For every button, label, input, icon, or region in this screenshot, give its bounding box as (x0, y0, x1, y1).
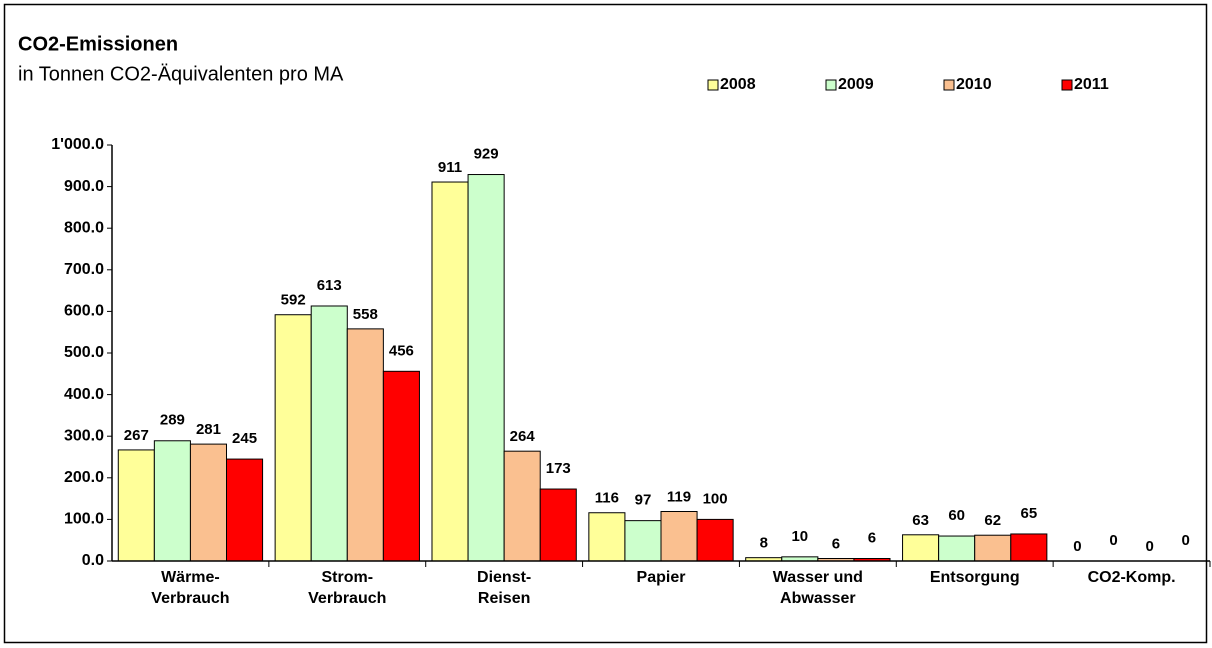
y-tick-label: 300.0 (64, 427, 104, 444)
value-label: 62 (984, 512, 1001, 529)
value-label: 10 (791, 528, 808, 545)
value-label: 264 (510, 428, 536, 445)
bar (1010, 533, 1048, 562)
x-tick-label: Entsorgung (930, 569, 1020, 586)
bar (974, 534, 1012, 562)
x-tick-label: CO2-Komp. (1088, 569, 1176, 586)
value-label: 613 (317, 277, 342, 294)
y-tick-label: 0.0 (82, 552, 104, 569)
legend-swatch (825, 79, 837, 91)
bar (660, 510, 698, 562)
x-tick-label: Abwasser (780, 590, 856, 607)
value-label: 0 (1109, 532, 1117, 549)
y-tick-label: 900.0 (64, 178, 104, 195)
bar (902, 534, 940, 562)
value-label: 289 (160, 412, 185, 429)
value-label: 456 (389, 342, 414, 359)
bar (117, 449, 155, 562)
bar (274, 314, 312, 562)
bar (310, 305, 348, 562)
x-tick-label: Verbrauch (308, 590, 386, 607)
value-label: 558 (353, 306, 378, 323)
value-label: 100 (703, 490, 728, 507)
x-tick-label: Dienst- (477, 569, 531, 586)
x-tick-label: Wärme- (161, 569, 220, 586)
value-label: 119 (667, 488, 691, 505)
bar (938, 535, 976, 562)
y-tick-label: 500.0 (64, 344, 104, 361)
value-label: 65 (1020, 505, 1037, 522)
bar (588, 512, 626, 562)
value-label: 911 (438, 159, 462, 176)
y-tick-label: 700.0 (64, 261, 104, 278)
value-label: 281 (196, 421, 221, 438)
y-tick-label: 200.0 (64, 469, 104, 486)
value-label: 929 (474, 146, 499, 163)
value-label: 8 (760, 535, 768, 552)
legend-label: 2011 (1074, 76, 1109, 93)
value-label: 60 (948, 507, 965, 524)
x-tick-label: Wasser und (773, 569, 863, 586)
y-tick-label: 800.0 (64, 219, 104, 236)
y-tick-label: 400.0 (64, 386, 104, 403)
value-label: 0 (1145, 538, 1153, 555)
bar (539, 488, 577, 562)
value-label: 6 (832, 535, 840, 552)
bar (624, 520, 662, 562)
x-tick-label: Reisen (478, 590, 530, 607)
x-tick-label: Verbrauch (151, 590, 229, 607)
value-label: 245 (232, 430, 257, 447)
bar (226, 458, 264, 562)
value-label: 0 (1182, 532, 1190, 549)
value-label: 63 (912, 512, 929, 529)
bar (153, 440, 191, 562)
value-label: 173 (546, 460, 571, 477)
bar (503, 450, 541, 562)
bar (696, 518, 734, 562)
y-tick-label: 600.0 (64, 303, 104, 320)
bar (189, 443, 228, 562)
y-tick-label: 100.0 (64, 511, 104, 528)
value-label: 116 (595, 490, 619, 507)
legend-label: 2010 (956, 76, 992, 93)
bar (346, 328, 384, 562)
bar (382, 370, 420, 562)
legend-swatch (1061, 79, 1073, 91)
bar (431, 181, 469, 562)
value-label: 592 (281, 292, 306, 309)
y-tick-label: 1'000.0 (51, 136, 104, 153)
value-label: 267 (124, 427, 149, 444)
legend-label: 2009 (838, 76, 874, 93)
chart-subtitle: in Tonnen CO2-Äquivalenten pro MA (18, 63, 344, 85)
x-tick-label: Strom- (322, 569, 374, 586)
legend-swatch (943, 79, 955, 91)
chart-title: CO2-Emissionen (18, 33, 178, 55)
legend-swatch (707, 79, 719, 91)
value-label: 0 (1073, 538, 1081, 555)
bar (467, 174, 505, 562)
value-label: 97 (635, 492, 652, 509)
value-label: 6 (868, 529, 876, 546)
legend-label: 2008 (720, 76, 756, 93)
x-tick-label: Papier (637, 569, 686, 586)
